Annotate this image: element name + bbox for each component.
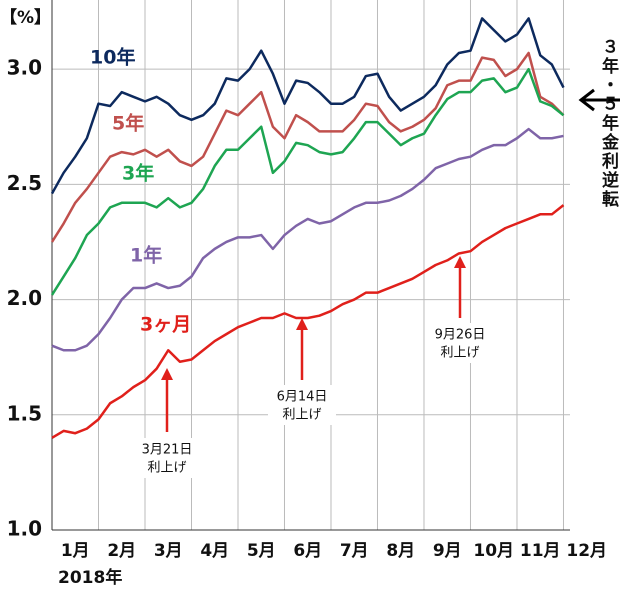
x-tick-label: 5月 xyxy=(247,541,276,561)
annotation-text: 利上げ xyxy=(282,408,321,423)
x-tick-label: 1月 xyxy=(61,541,90,561)
y-tick-label: 1.5 xyxy=(7,401,42,425)
series-label: 3ヶ月 xyxy=(140,314,191,336)
annotation-text: 3月21日 xyxy=(142,443,193,458)
series-label: 3年 xyxy=(122,162,154,185)
y-tick-label: 1.0 xyxy=(7,517,42,541)
x-tick-label: 9月 xyxy=(433,541,462,561)
x-tick-label: 11月 xyxy=(520,541,561,561)
series-label: 1年 xyxy=(130,244,162,267)
annotation-arrow-head xyxy=(296,318,308,330)
x-tick-label: 6月 xyxy=(293,541,322,561)
x-tick-label: 3月 xyxy=(154,541,183,561)
series-label: 10年 xyxy=(90,46,135,69)
annotation-box xyxy=(133,438,201,478)
series-line xyxy=(50,67,565,296)
annotation-arrow-head xyxy=(161,368,173,380)
annotation-text: 利上げ xyxy=(147,461,186,476)
x-tick-label: 10月 xyxy=(473,541,514,561)
year-label: 2018年 xyxy=(58,567,122,588)
y-unit: 【%】 xyxy=(0,7,51,28)
x-tick-label: 2月 xyxy=(107,541,136,561)
y-tick-label: 3.0 xyxy=(7,56,42,80)
series-line xyxy=(51,204,565,439)
x-tick-label: 4月 xyxy=(200,541,229,561)
annotation-box xyxy=(426,323,494,363)
x-tick-label: 12月 xyxy=(566,541,607,561)
y-tick-label: 2.0 xyxy=(7,286,42,310)
y-tick-label: 2.5 xyxy=(7,171,42,195)
x-tick-label: 7月 xyxy=(340,541,369,561)
annotation-text: 利上げ xyxy=(440,346,479,361)
annotation-text: 6月14日 xyxy=(277,390,328,405)
side-arrow-head xyxy=(578,88,595,112)
series-line xyxy=(50,51,565,243)
side-note: ３年・５年金利逆転 xyxy=(598,38,618,209)
series-label: 5年 xyxy=(112,112,144,135)
annotation-box xyxy=(268,385,336,425)
series-line xyxy=(51,127,564,352)
series-line xyxy=(50,17,565,195)
annotation-text: 9月26日 xyxy=(435,328,486,343)
annotation-arrow-head xyxy=(454,256,466,268)
x-tick-label: 8月 xyxy=(386,541,415,561)
